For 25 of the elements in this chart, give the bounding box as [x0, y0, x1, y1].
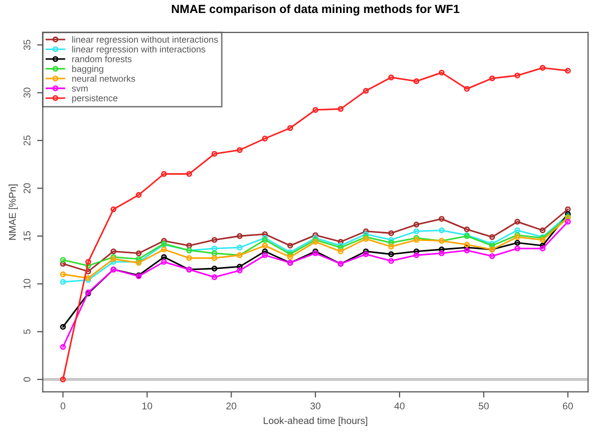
y-tick-label: 5 [24, 329, 30, 334]
y-tick-label: 0 [24, 377, 30, 382]
chart-title: NMAE comparison of data mining methods for WF1 [172, 4, 460, 16]
x-tick-label: 40 [394, 402, 405, 410]
legend-label: neural networks [72, 75, 136, 82]
x-tick-label: 0 [60, 402, 66, 410]
y-tick-label: 15 [24, 231, 30, 241]
y-tick-label: 30 [24, 88, 30, 98]
legend-label: random forests [72, 56, 132, 62]
y-tick-label: 10 [24, 278, 30, 289]
legend-label: svm [72, 86, 88, 92]
legend-label: linear regression without interactions [72, 36, 218, 44]
x-tick-label: 30 [310, 402, 320, 410]
x-tick-label: 20 [226, 402, 236, 410]
legend-label: linear regression with interactions [72, 46, 206, 54]
x-tick-label: 60 [562, 402, 573, 410]
legend-label: persistence [72, 94, 118, 104]
x-axis-title: Look-ahead time [hours] [264, 416, 368, 426]
y-axis-title: NMAE [%Pn] [8, 184, 18, 240]
y-tick-label: 35 [24, 40, 30, 50]
y-tick-label: 20 [24, 183, 30, 194]
legend-label: bagging [72, 65, 104, 74]
x-tick-label: 50 [478, 402, 489, 410]
y-tick-label: 25 [24, 135, 30, 146]
x-tick-label: 10 [142, 402, 152, 410]
